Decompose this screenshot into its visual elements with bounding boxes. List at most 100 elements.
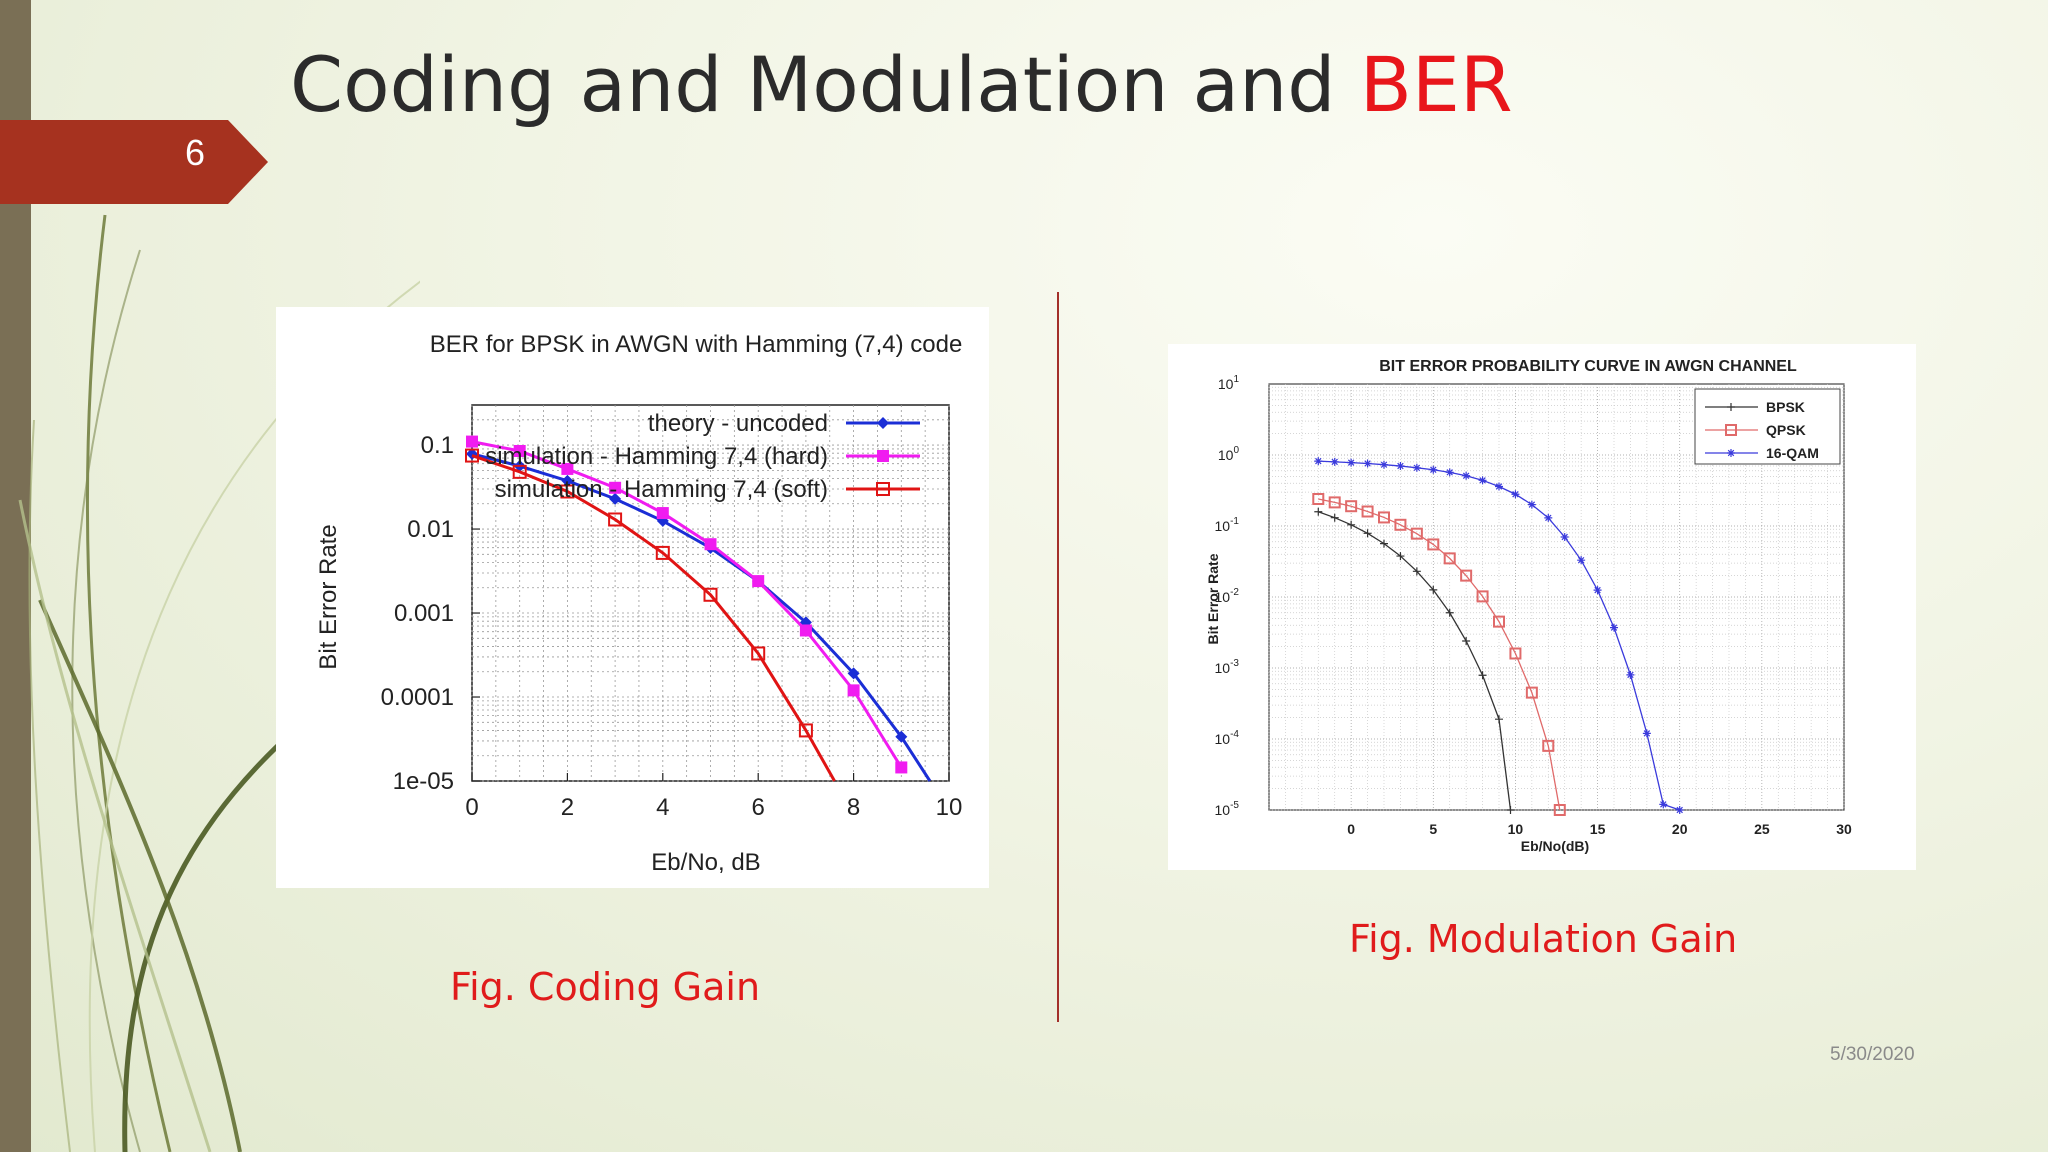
data-point xyxy=(1347,520,1356,529)
coding-gain-figure: BER for BPSK in AWGN with Hamming (7,4) … xyxy=(276,307,989,888)
data-point xyxy=(1462,637,1471,646)
y-tick-label: 0.001 xyxy=(394,600,454,627)
data-point xyxy=(1525,686,1538,699)
y-axis-label: Bit Error Rate xyxy=(1205,553,1221,644)
x-axis-label: Eb/No, dB xyxy=(651,849,760,876)
data-point xyxy=(1328,496,1341,509)
x-tick-label: 0 xyxy=(465,794,478,821)
legend-marker xyxy=(1725,424,1737,436)
data-point xyxy=(655,545,670,560)
data-point xyxy=(609,492,622,505)
modulation-gain-figure: BIT ERROR PROBABILITY CURVE IN AWGN CHAN… xyxy=(1168,344,1916,870)
y-tick-label: 100 xyxy=(1218,445,1240,463)
chart-title: BER for BPSK in AWGN with Hamming (7,4) … xyxy=(430,331,963,358)
data-point xyxy=(561,474,574,487)
data-point xyxy=(560,484,575,499)
data-point xyxy=(1347,458,1356,467)
data-point xyxy=(704,538,717,551)
data-point xyxy=(1314,457,1323,466)
data-point xyxy=(1495,482,1503,491)
data-point xyxy=(1544,513,1553,522)
data-point xyxy=(1542,739,1555,752)
data-point xyxy=(1445,608,1454,617)
coding-gain-chart: BER for BPSK in AWGN with Hamming (7,4) … xyxy=(315,331,963,876)
y-tick-label: 0.0001 xyxy=(381,684,454,711)
y-tick-label: 10-5 xyxy=(1215,800,1240,818)
y-tick-label: 0.01 xyxy=(407,516,454,543)
data-point xyxy=(1493,615,1505,628)
data-point xyxy=(1363,459,1372,468)
data-point xyxy=(751,646,766,661)
data-point xyxy=(895,761,908,774)
x-tick-label: 6 xyxy=(752,794,765,821)
legend-marker xyxy=(1727,403,1735,411)
data-point xyxy=(465,448,479,463)
x-tick-label: 8 xyxy=(847,794,860,821)
legend-label: 16-QAM xyxy=(1766,445,1819,461)
data-point xyxy=(1330,513,1339,522)
series-line xyxy=(471,440,903,769)
data-point xyxy=(1412,567,1421,576)
data-point xyxy=(656,507,669,520)
data-point xyxy=(561,462,574,475)
data-point xyxy=(1330,457,1339,466)
data-point xyxy=(1659,800,1668,809)
data-point xyxy=(1361,505,1374,518)
y-tick-label: 101 xyxy=(1218,374,1240,392)
data-point xyxy=(1378,511,1390,524)
legend-marker xyxy=(877,450,889,462)
data-point xyxy=(1560,532,1569,541)
data-point xyxy=(1642,729,1651,738)
data-point xyxy=(1429,465,1438,474)
data-point xyxy=(1345,500,1358,513)
data-point xyxy=(1509,647,1522,660)
data-point xyxy=(608,512,623,527)
legend-label: theory - uncoded xyxy=(648,410,828,437)
data-point xyxy=(1478,671,1487,680)
modulation-gain-chart: BIT ERROR PROBABILITY CURVE IN AWGN CHAN… xyxy=(1205,358,1852,854)
data-point xyxy=(1412,463,1421,472)
data-point xyxy=(512,464,527,479)
data-point xyxy=(1506,806,1515,814)
data-point xyxy=(1443,552,1456,565)
data-point xyxy=(1476,590,1489,603)
caption-coding-gain: Fig. Coding Gain xyxy=(450,965,761,1009)
slide-number-tab xyxy=(0,120,268,204)
data-point xyxy=(1410,527,1423,540)
slide-number: 6 xyxy=(184,132,206,173)
chart-title: BIT ERROR PROBABILITY CURVE IN AWGN CHAN… xyxy=(1379,358,1797,375)
data-point xyxy=(1460,569,1473,582)
data-point xyxy=(1675,806,1684,814)
data-point xyxy=(1478,476,1487,485)
y-tick-label: 10-2 xyxy=(1215,587,1240,605)
legend-marker xyxy=(877,417,889,429)
data-point xyxy=(798,723,813,738)
data-point xyxy=(1312,493,1325,506)
data-point xyxy=(1429,585,1438,594)
legend-label: simulation - Hamming 7,4 (hard) xyxy=(485,443,828,470)
data-point xyxy=(1495,715,1503,724)
data-point xyxy=(847,684,860,697)
slide-date: 5/30/2020 xyxy=(1830,1044,1915,1065)
x-tick-label: 10 xyxy=(1508,821,1524,837)
series-line xyxy=(471,454,836,782)
data-point xyxy=(1626,670,1635,679)
y-tick-label: 10-3 xyxy=(1215,658,1240,676)
x-tick-label: 0 xyxy=(1347,821,1355,837)
data-point xyxy=(847,667,860,680)
x-tick-label: 15 xyxy=(1590,821,1606,837)
slide-title: Coding and Modulation and BER xyxy=(290,40,1513,129)
title-highlight: BER xyxy=(1359,40,1513,129)
data-point xyxy=(609,481,622,494)
data-point xyxy=(1394,518,1407,531)
data-point xyxy=(752,575,765,588)
data-point xyxy=(1610,623,1618,632)
x-tick-label: 2 xyxy=(561,794,574,821)
data-point xyxy=(895,730,908,743)
data-point xyxy=(1511,490,1520,499)
x-tick-label: 20 xyxy=(1672,821,1688,837)
data-point xyxy=(1593,586,1602,595)
data-point xyxy=(1462,471,1471,480)
data-point xyxy=(1527,500,1536,509)
data-point xyxy=(1396,552,1405,561)
